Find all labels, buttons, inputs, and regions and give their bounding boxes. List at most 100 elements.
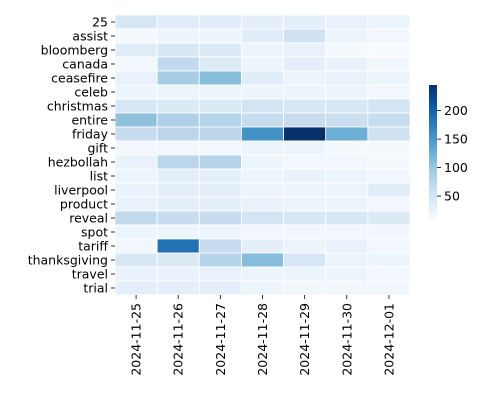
heatmap-cell-entire-2024-12-01 — [367, 112, 411, 128]
heatmap-cell-canada-2024-11-29 — [283, 56, 327, 72]
heatmap-cell-assist-2024-11-25 — [114, 28, 158, 44]
heatmap-cell-bloomberg-2024-11-29 — [283, 42, 327, 58]
colorbar-tick-label: 150 — [444, 132, 468, 147]
heatmap-cell-friday-2024-11-26 — [156, 126, 200, 142]
heatmap-cell-christmas-2024-11-29 — [283, 98, 327, 114]
heatmap-cell-bloomberg-2024-11-28 — [241, 42, 284, 58]
heatmap-cell-ceasefire-2024-12-01 — [367, 70, 411, 86]
heatmap-cell-25-2024-12-01 — [367, 14, 411, 30]
heatmap-cell-25-2024-11-28 — [241, 14, 284, 30]
heatmap-cell-hezbollah-2024-11-26 — [156, 154, 200, 170]
row-label: spot — [81, 225, 108, 240]
heatmap-cell-gift-2024-11-29 — [283, 140, 327, 156]
heatmap-cell-product-2024-11-30 — [325, 196, 369, 212]
heatmap-cell-reveal-2024-11-29 — [283, 210, 327, 226]
heatmap-cell-spot-2024-11-27 — [198, 224, 242, 240]
column-label: 2024-11-29 — [297, 303, 312, 376]
heatmap-cell-canada-2024-11-26 — [156, 56, 200, 72]
heatmap-cell-trial-2024-11-28 — [241, 280, 284, 296]
heatmap-cell-trial-2024-11-27 — [198, 280, 242, 296]
heatmap-cell-25-2024-11-25 — [114, 14, 158, 30]
heatmap-cell-ceasefire-2024-11-28 — [241, 70, 284, 86]
heatmap-cell-gift-2024-11-26 — [156, 140, 200, 156]
row-label: list — [90, 169, 108, 184]
heatmap-cell-list-2024-11-26 — [156, 168, 200, 184]
heatmap-cells — [114, 14, 411, 296]
heatmap-cell-25-2024-11-29 — [283, 14, 327, 30]
heatmap-cell-bloomberg-2024-11-30 — [325, 42, 369, 58]
row-label: canada — [62, 57, 108, 72]
heatmap-cell-assist-2024-11-29 — [283, 28, 327, 44]
heatmap-cell-product-2024-12-01 — [367, 196, 411, 212]
heatmap-cell-canada-2024-11-28 — [241, 56, 284, 72]
heatmap-cell-friday-2024-11-28 — [241, 126, 284, 142]
heatmap-cell-spot-2024-11-30 — [325, 224, 369, 240]
heatmap-cell-spot-2024-12-01 — [367, 224, 411, 240]
colorbar-tick-label: 50 — [444, 189, 460, 204]
heatmap-cell-list-2024-11-29 — [283, 168, 327, 184]
heatmap-cell-christmas-2024-11-25 — [114, 98, 158, 114]
heatmap-cell-celeb-2024-12-01 — [367, 84, 411, 100]
heatmap-cell-list-2024-11-28 — [241, 168, 284, 184]
heatmap-cell-travel-2024-11-30 — [325, 266, 369, 282]
heatmap-cell-canada-2024-11-27 — [198, 56, 242, 72]
heatmap-cell-friday-2024-11-30 — [325, 126, 369, 142]
heatmap-cell-entire-2024-11-30 — [325, 112, 369, 128]
heatmap-cell-reveal-2024-11-28 — [241, 210, 284, 226]
heatmap-cell-celeb-2024-11-25 — [114, 84, 158, 100]
heatmap-cell-hezbollah-2024-11-30 — [325, 154, 369, 170]
heatmap-cell-friday-2024-11-29 — [283, 126, 327, 142]
heatmap-cell-liverpool-2024-11-28 — [241, 182, 284, 198]
heatmap-cell-friday-2024-11-25 — [114, 126, 158, 142]
heatmap-cell-spot-2024-11-26 — [156, 224, 200, 240]
heatmap-cell-friday-2024-11-27 — [198, 126, 242, 142]
row-label: liverpool — [54, 183, 108, 198]
heatmap-cell-bloomberg-2024-11-27 — [198, 42, 242, 58]
heatmap-cell-tariff-2024-11-29 — [283, 238, 327, 254]
heatmap-cell-thanksgiving-2024-11-28 — [241, 252, 284, 268]
heatmap-cell-celeb-2024-11-27 — [198, 84, 242, 100]
row-label: travel — [72, 267, 108, 282]
heatmap-cell-canada-2024-12-01 — [367, 56, 411, 72]
heatmap-cell-spot-2024-11-25 — [114, 224, 158, 240]
row-label: gift — [88, 141, 109, 156]
heatmap-cell-hezbollah-2024-11-25 — [114, 154, 158, 170]
heatmap-cell-hezbollah-2024-11-28 — [241, 154, 284, 170]
heatmap-cell-product-2024-11-29 — [283, 196, 327, 212]
heatmap-cell-assist-2024-11-28 — [241, 28, 284, 44]
heatmap-cell-thanksgiving-2024-11-25 — [114, 252, 158, 268]
row-label: hezbollah — [48, 155, 108, 170]
heatmap-cell-thanksgiving-2024-11-27 — [198, 252, 242, 268]
heatmap-cell-hezbollah-2024-12-01 — [367, 154, 411, 170]
heatmap-cell-travel-2024-11-29 — [283, 266, 327, 282]
heatmap-cell-product-2024-11-26 — [156, 196, 200, 212]
heatmap-cell-thanksgiving-2024-11-29 — [283, 252, 327, 268]
heatmap-cell-celeb-2024-11-28 — [241, 84, 284, 100]
heatmap-cell-christmas-2024-11-27 — [198, 98, 242, 114]
heatmap-cell-gift-2024-11-25 — [114, 140, 158, 156]
heatmap-cell-reveal-2024-11-25 — [114, 210, 158, 226]
heatmap-cell-travel-2024-11-28 — [241, 266, 284, 282]
heatmap-cell-25-2024-11-27 — [198, 14, 242, 30]
column-label: 2024-11-26 — [171, 303, 186, 376]
column-label: 2024-11-30 — [339, 303, 354, 376]
heatmap-cell-assist-2024-11-30 — [325, 28, 369, 44]
heatmap-cell-trial-2024-11-26 — [156, 280, 200, 296]
heatmap-cell-thanksgiving-2024-11-30 — [325, 252, 369, 268]
heatmap-cell-entire-2024-11-25 — [114, 112, 158, 128]
heatmap-cell-ceasefire-2024-11-27 — [198, 70, 242, 86]
heatmap-cell-liverpool-2024-11-26 — [156, 182, 200, 198]
heatmap-cell-spot-2024-11-28 — [241, 224, 284, 240]
heatmap-cell-trial-2024-12-01 — [367, 280, 411, 296]
heatmap-cell-hezbollah-2024-11-29 — [283, 154, 327, 170]
row-label: product — [60, 197, 108, 212]
colorbar-tick-label: 100 — [444, 160, 468, 175]
heatmap-cell-gift-2024-12-01 — [367, 140, 411, 156]
heatmap-cell-bloomberg-2024-11-25 — [114, 42, 158, 58]
heatmap-cell-thanksgiving-2024-11-26 — [156, 252, 200, 268]
heatmap-cell-liverpool-2024-11-29 — [283, 182, 327, 198]
heatmap-cell-ceasefire-2024-11-29 — [283, 70, 327, 86]
heatmap-cell-bloomberg-2024-11-26 — [156, 42, 200, 58]
row-label: christmas — [47, 99, 108, 114]
